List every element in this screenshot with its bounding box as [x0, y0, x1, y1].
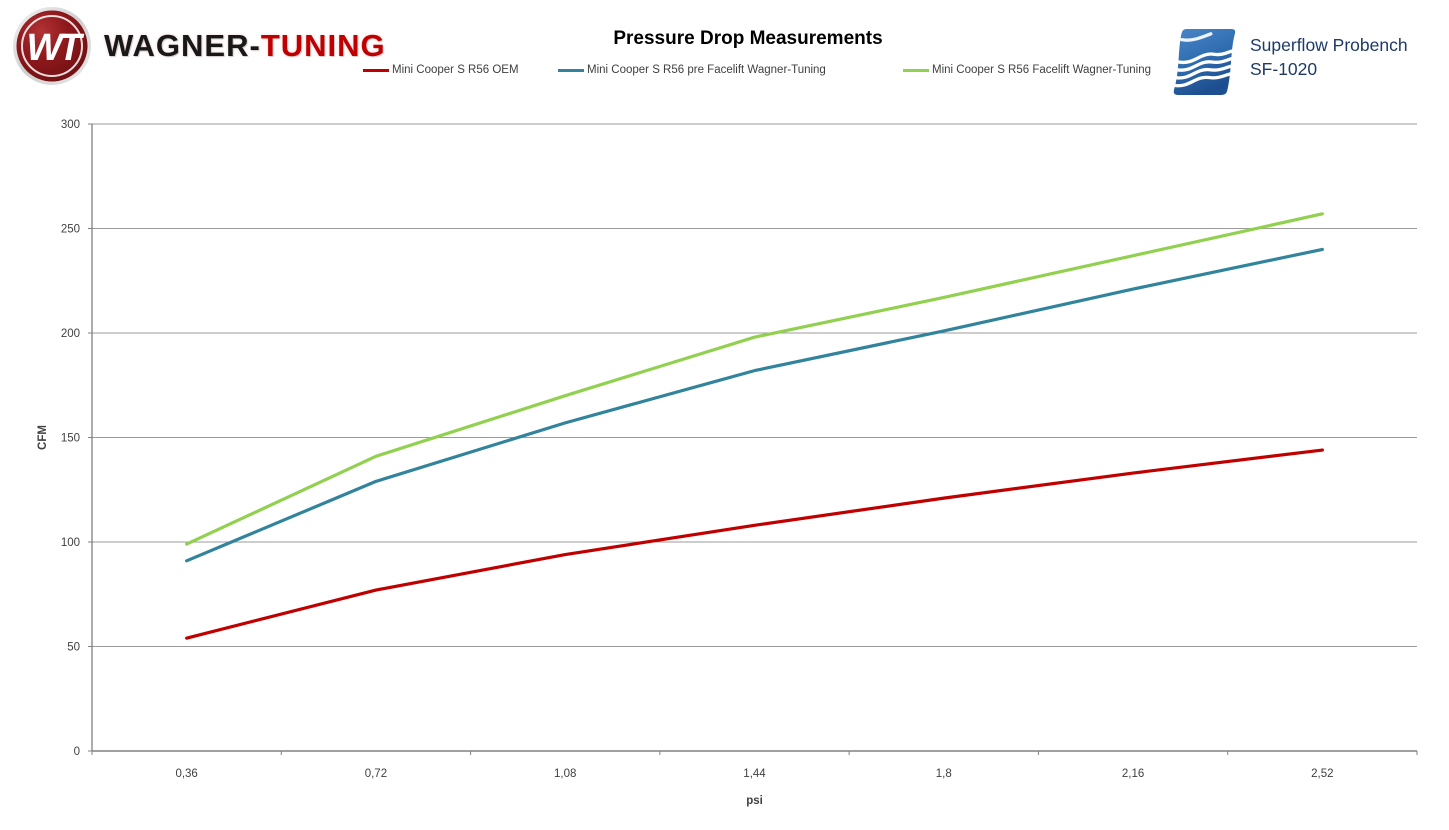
legend-label: Mini Cooper S R56 Facelift Wagner-Tuning	[932, 64, 1152, 76]
superflow-line1: Superflow Probench	[1250, 35, 1408, 55]
wt-badge-icon: WT	[13, 7, 91, 85]
x-tick-label: 1,8	[936, 768, 952, 780]
x-tick-label: 2,16	[1122, 768, 1144, 780]
series-line	[185, 448, 1324, 640]
y-tick-label: 150	[61, 433, 80, 445]
x-axis-title: psi	[746, 795, 763, 807]
superflow-logo: Superflow Probench SF-1020	[1168, 28, 1408, 96]
series-line	[185, 247, 1324, 563]
x-tick-label: 0,36	[175, 768, 197, 780]
superflow-text: Superflow Probench SF-1020	[1250, 28, 1408, 81]
wagner-tuning-logo: WT WAGNER-TUNING	[12, 6, 386, 86]
legend-swatch	[558, 68, 584, 72]
brand-name-primary: WAGNER-	[104, 28, 261, 63]
y-tick-label: 0	[74, 746, 80, 758]
y-tick-label: 50	[67, 642, 80, 654]
legend-swatch	[903, 68, 929, 72]
legend-item: Mini Cooper S R56 pre Facelift Wagner-Tu…	[558, 64, 826, 76]
legend-item: Mini Cooper S R56 OEM	[363, 64, 519, 76]
x-tick-label: 1,08	[554, 768, 576, 780]
superflow-line2: SF-1020	[1250, 58, 1318, 79]
y-axis-title: CFM	[37, 425, 49, 450]
x-tick-label: 0,72	[365, 768, 387, 780]
y-tick-label: 100	[61, 537, 80, 549]
page-title: Pressure Drop Measurements	[613, 28, 883, 49]
x-tick-label: 1,44	[743, 768, 766, 780]
y-tick-label: 200	[61, 328, 80, 340]
x-tick-label: 2,52	[1311, 768, 1333, 780]
legend-item: Mini Cooper S R56 Facelift Wagner-Tuning	[903, 64, 1151, 76]
brand-name: WAGNER-TUNING	[104, 28, 386, 64]
series-line	[185, 212, 1324, 546]
superflow-wave-icon	[1172, 28, 1242, 96]
brand-name-accent: TUNING	[260, 28, 386, 63]
legend-label: Mini Cooper S R56 pre Facelift Wagner-Tu…	[587, 64, 826, 76]
legend-label: Mini Cooper S R56 OEM	[392, 64, 519, 76]
y-tick-label: 300	[61, 119, 80, 131]
y-tick-label: 250	[61, 224, 80, 236]
chart-legend: Mini Cooper S R56 OEM Mini Cooper S R56 p…	[0, 64, 1449, 80]
legend-swatch	[363, 68, 389, 72]
